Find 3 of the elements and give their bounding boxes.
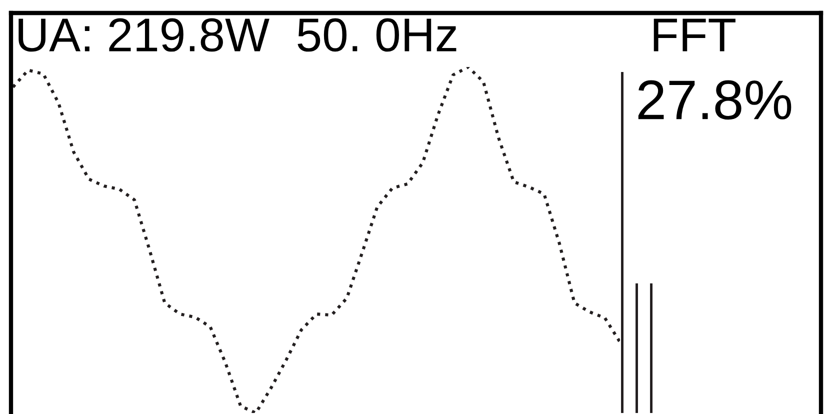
chart-title: FFT [654, 18, 736, 52]
annotation: 27.8% [638, 80, 792, 120]
chart-title: UA: 219.8W 50. 0Hz [18, 18, 456, 52]
